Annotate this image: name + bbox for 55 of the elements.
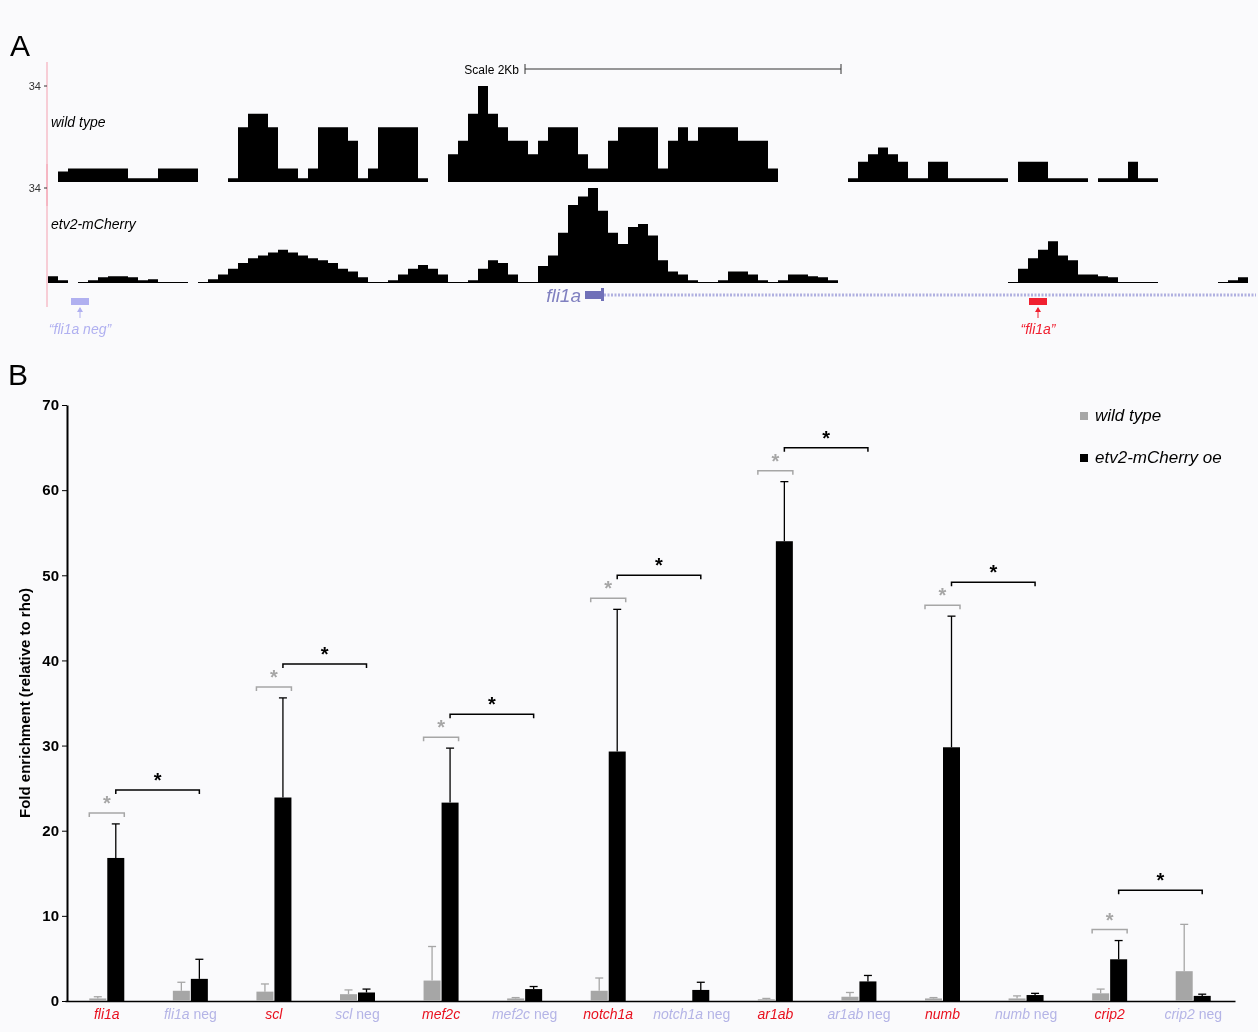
x-tick-label: ar1ab: [757, 1006, 794, 1023]
y-tick-label: 20: [42, 822, 59, 840]
text: 34: [28, 80, 41, 92]
y-tick-label: 40: [42, 651, 59, 669]
annotation: *: [1105, 908, 1114, 931]
annotation: *: [1156, 869, 1165, 892]
annotation: etv2-mCherry: [51, 216, 137, 232]
x-tick-label: scl: [265, 1006, 284, 1023]
bar: [1092, 993, 1110, 1001]
y-axis-title: Fold enrichment (relative to rho): [16, 587, 33, 819]
annotation: *: [822, 426, 831, 449]
bar: [507, 998, 525, 1001]
x-tick-label: scl neg: [335, 1006, 380, 1023]
bar: [340, 994, 357, 1001]
x-tick-label: crip2: [1094, 1006, 1126, 1023]
annotation: *: [938, 584, 947, 607]
legend-label: etv2-mCherry oe: [1095, 448, 1222, 467]
x-tick-label: mef2c neg: [491, 1006, 558, 1023]
x-tick-label: notch1a: [583, 1006, 634, 1023]
y-tick-label: 50: [42, 566, 59, 584]
y-tick-label: 0: [50, 992, 59, 1010]
annotation: wild type: [51, 114, 106, 130]
annotation: *: [604, 577, 613, 600]
annotation: *: [153, 768, 162, 791]
x-tick-label: fli1a neg: [163, 1006, 217, 1023]
chart-title: B: [8, 358, 29, 391]
x-tick-label: notch1a neg: [653, 1006, 731, 1023]
text: 34: [28, 182, 41, 194]
x-tick-label: numb neg: [994, 1006, 1058, 1023]
text: “fli1a”: [1020, 321, 1057, 337]
annotation: *: [655, 554, 664, 577]
x-tick-label: fli1a: [93, 1006, 120, 1023]
annotation: *: [320, 642, 329, 665]
y-tick-label: 70: [42, 396, 59, 414]
x-tick-label: crip2 neg: [1164, 1006, 1223, 1023]
annotation: *: [437, 716, 446, 739]
y-tick-label: 60: [42, 481, 59, 499]
x-tick-label: ar1ab neg: [827, 1006, 891, 1023]
bar: [89, 998, 107, 1001]
bar: [1008, 998, 1026, 1001]
x-tick-label: numb: [924, 1006, 961, 1023]
annotation: *: [771, 449, 780, 472]
annotation: *: [270, 665, 279, 688]
chart-title: A: [10, 29, 31, 62]
legend-label: wild type: [1095, 406, 1162, 425]
y-tick-label: 10: [42, 907, 59, 925]
annotation: *: [102, 791, 111, 814]
bar: [841, 996, 859, 1001]
text: Scale 2Kb: [464, 63, 520, 77]
y-tick-label: 30: [42, 736, 59, 754]
annotation: *: [989, 561, 998, 584]
text: “fli1a neg”: [48, 321, 113, 337]
text: fli1a: [546, 285, 581, 306]
annotation: *: [487, 693, 496, 716]
x-tick-label: mef2c: [422, 1006, 461, 1023]
